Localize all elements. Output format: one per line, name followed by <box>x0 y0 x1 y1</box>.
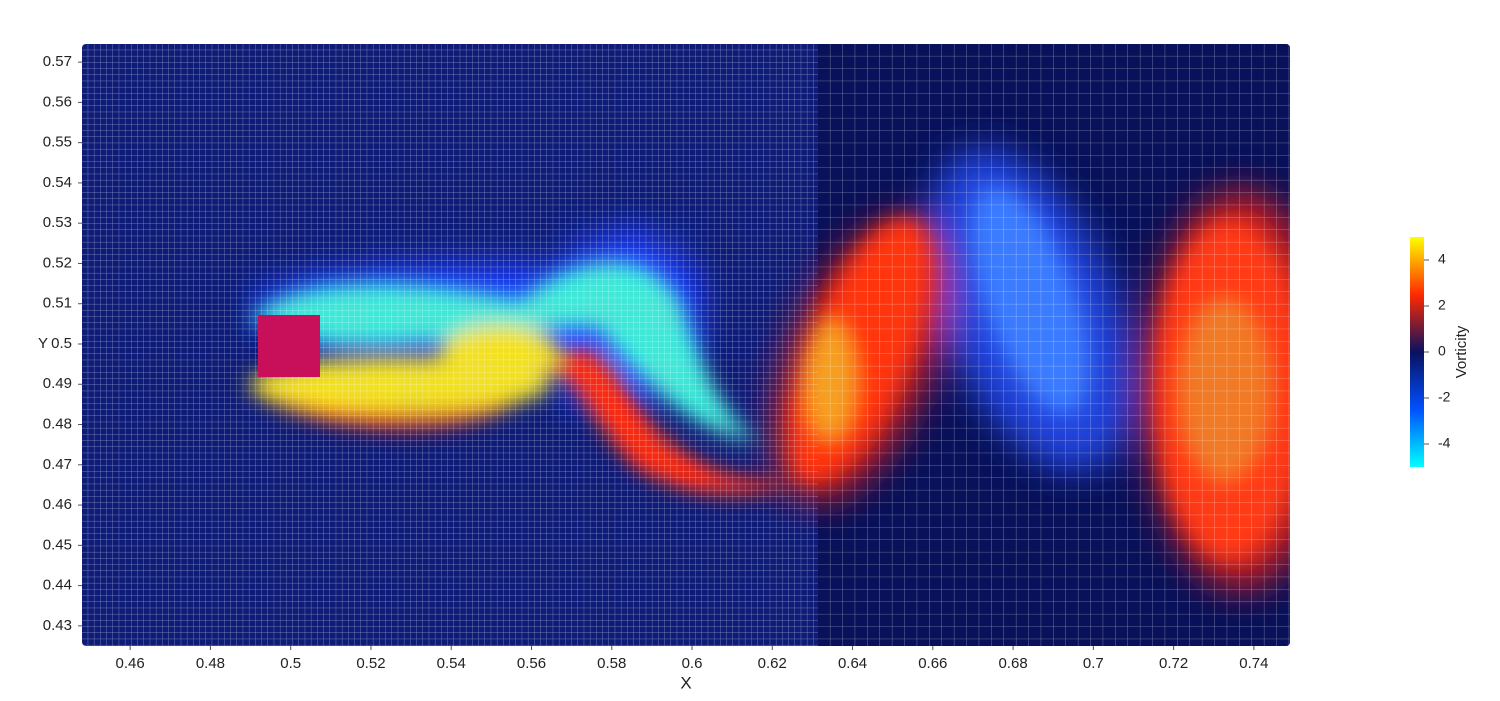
x-tick-label: 0.52 <box>356 655 385 672</box>
y-tick-label: 0.57 <box>43 53 72 70</box>
y-tick-label: 0.49 <box>43 375 72 392</box>
x-tick-label: 0.48 <box>196 655 225 672</box>
field <box>82 44 1290 646</box>
y-tick-label: 0.54 <box>43 174 72 191</box>
colorbar-tick-label: 0 <box>1438 343 1446 359</box>
y-tick-label: 0.53 <box>43 214 72 231</box>
y-tick-label: 0.51 <box>43 295 72 312</box>
colorbar-tick-label: -2 <box>1438 389 1451 405</box>
obstacle <box>258 315 320 377</box>
colorbar-tick-label: 2 <box>1438 297 1446 313</box>
coarse-mesh <box>818 44 1290 646</box>
y-tick-label: 0.47 <box>43 456 72 473</box>
y-tick-label: 0.5 <box>51 335 72 352</box>
y-tick-label: 0.43 <box>43 617 72 634</box>
x-tick-label: 0.62 <box>758 655 787 672</box>
y-tick-label: 0.56 <box>43 93 72 110</box>
colorbar-tick-label: -4 <box>1438 435 1451 451</box>
colorbar <box>1410 237 1424 467</box>
x-tick-label: 0.5 <box>280 655 301 672</box>
y-axis-title: Y <box>38 335 48 352</box>
colorbar-title: Vorticity <box>1453 325 1470 378</box>
y-tick-label: 0.44 <box>43 577 72 594</box>
x-tick-label: 0.68 <box>998 655 1027 672</box>
x-tick-label: 0.46 <box>116 655 145 672</box>
colorbar-tick-label: 4 <box>1438 251 1446 267</box>
x-tick-label: 0.74 <box>1239 655 1268 672</box>
y-tick-label: 0.46 <box>43 496 72 513</box>
x-tick-label: 0.64 <box>838 655 867 672</box>
fine-mesh <box>82 44 818 646</box>
y-tick-label: 0.48 <box>43 415 72 432</box>
y-tick-label: 0.55 <box>43 134 72 151</box>
y-tick-label: 0.45 <box>43 536 72 553</box>
x-tick-label: 0.7 <box>1083 655 1104 672</box>
y-tick-label: 0.52 <box>43 254 72 271</box>
x-tick-label: 0.66 <box>918 655 947 672</box>
x-tick-label: 0.6 <box>682 655 703 672</box>
x-axis-title: X <box>680 673 691 692</box>
x-tick-label: 0.58 <box>597 655 626 672</box>
x-tick-label: 0.56 <box>517 655 546 672</box>
x-tick-label: 0.72 <box>1159 655 1188 672</box>
x-tick-label: 0.54 <box>437 655 466 672</box>
